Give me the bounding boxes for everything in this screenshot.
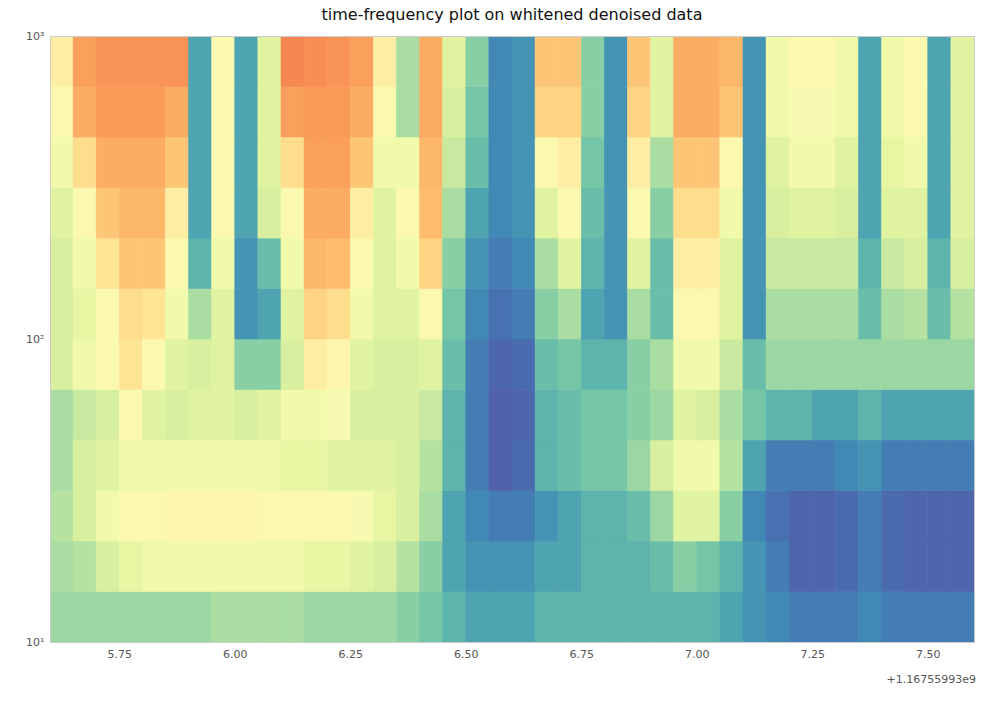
html-text:+1.16755993e9: +1.16755993e9 <box>886 673 976 686</box>
svg-text:10³: 10³ <box>26 30 44 43</box>
svg-text:7.50: 7.50 <box>916 648 941 661</box>
svg-text:7.25: 7.25 <box>801 648 826 661</box>
html-text:time-frequency plot on whitene: time-frequency plot on whitened denoised… <box>321 5 703 24</box>
svg-text:5.75: 5.75 <box>108 648 133 661</box>
svg-text:10¹: 10¹ <box>26 636 44 649</box>
svg-text:6.75: 6.75 <box>570 648 595 661</box>
svg-text:6.00: 6.00 <box>223 648 248 661</box>
svg-text:6.25: 6.25 <box>339 648 364 661</box>
svg-text:10²: 10² <box>26 333 44 346</box>
svg-text:6.50: 6.50 <box>454 648 479 661</box>
svg-text:7.00: 7.00 <box>685 648 710 661</box>
